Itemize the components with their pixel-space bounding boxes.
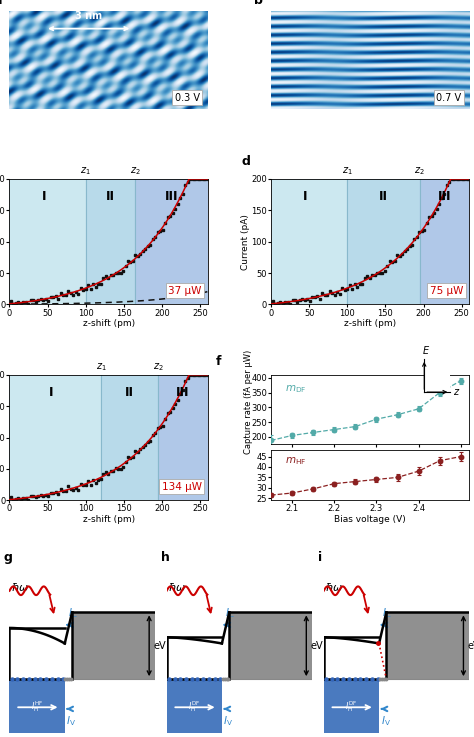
Text: III: III bbox=[176, 386, 190, 399]
Text: $I_{\mathrm{C}}$: $I_{\mathrm{C}}$ bbox=[68, 607, 78, 621]
FancyBboxPatch shape bbox=[9, 679, 65, 733]
Text: II: II bbox=[379, 190, 388, 203]
X-axis label: z-shift (pm): z-shift (pm) bbox=[82, 319, 135, 328]
Text: d: d bbox=[241, 155, 250, 168]
Y-axis label: Current (pA): Current (pA) bbox=[241, 214, 250, 270]
Text: $I_{\mathrm{V}}$: $I_{\mathrm{V}}$ bbox=[66, 714, 76, 728]
Text: $z_1$: $z_1$ bbox=[342, 165, 353, 177]
Text: I: I bbox=[303, 190, 308, 203]
Text: I: I bbox=[42, 190, 46, 203]
Bar bbox=[347, 179, 419, 304]
X-axis label: Bias voltage (V): Bias voltage (V) bbox=[334, 515, 406, 524]
Bar bbox=[419, 179, 469, 304]
Text: 3 nm: 3 nm bbox=[75, 11, 102, 21]
Text: $z_2$: $z_2$ bbox=[414, 165, 425, 177]
Text: $E$: $E$ bbox=[422, 343, 430, 356]
Text: III: III bbox=[164, 190, 178, 203]
X-axis label: z-shift (pm): z-shift (pm) bbox=[344, 319, 396, 328]
Bar bbox=[229, 612, 312, 679]
Text: Capture rate (fA per μW): Capture rate (fA per μW) bbox=[245, 349, 253, 454]
Bar bbox=[101, 375, 158, 500]
Text: $I_{\mathrm{H}}^{\mathrm{HF}}$: $I_{\mathrm{H}}^{\mathrm{HF}}$ bbox=[31, 699, 43, 713]
Text: $I_{\mathrm{C}}$: $I_{\mathrm{C}}$ bbox=[225, 607, 235, 621]
Bar bbox=[72, 612, 155, 679]
Bar bbox=[135, 179, 208, 304]
Bar bbox=[386, 612, 469, 679]
Text: $z_2$: $z_2$ bbox=[130, 165, 141, 177]
Text: $\hbar\omega$: $\hbar\omega$ bbox=[11, 581, 29, 593]
Text: $I_{\mathrm{V}}$: $I_{\mathrm{V}}$ bbox=[381, 714, 391, 728]
FancyBboxPatch shape bbox=[324, 679, 379, 733]
Text: 75 μW: 75 μW bbox=[430, 286, 463, 296]
Text: 134 μW: 134 μW bbox=[162, 481, 202, 492]
Text: 0.7 V: 0.7 V bbox=[436, 93, 461, 103]
Text: b: b bbox=[254, 0, 263, 7]
Text: $z$: $z$ bbox=[453, 388, 460, 397]
FancyBboxPatch shape bbox=[167, 679, 222, 733]
X-axis label: z-shift (pm): z-shift (pm) bbox=[82, 515, 135, 524]
Bar bbox=[86, 179, 135, 304]
Text: eV: eV bbox=[468, 640, 474, 651]
Text: $I_{\mathrm{H}}^{\mathrm{DF}}$: $I_{\mathrm{H}}^{\mathrm{DF}}$ bbox=[346, 699, 357, 713]
Bar bbox=[158, 375, 208, 500]
Text: f: f bbox=[216, 354, 221, 368]
Text: h: h bbox=[161, 551, 170, 564]
Text: a: a bbox=[0, 0, 1, 7]
Text: $I_{\mathrm{V}}$: $I_{\mathrm{V}}$ bbox=[223, 714, 233, 728]
Text: 37 μW: 37 μW bbox=[168, 286, 202, 296]
Text: II: II bbox=[125, 386, 134, 399]
Text: $m_{\mathrm{DF}}$: $m_{\mathrm{DF}}$ bbox=[285, 383, 306, 395]
Text: II: II bbox=[106, 190, 115, 203]
Text: $z_2$: $z_2$ bbox=[153, 361, 164, 373]
Text: eV: eV bbox=[310, 640, 323, 651]
Text: $z_1$: $z_1$ bbox=[96, 361, 106, 373]
Text: $m_{\mathrm{HF}}$: $m_{\mathrm{HF}}$ bbox=[285, 455, 306, 467]
Text: i: i bbox=[318, 551, 322, 564]
Text: $I_{\mathrm{H}}^{\mathrm{DF}}$: $I_{\mathrm{H}}^{\mathrm{DF}}$ bbox=[188, 699, 201, 713]
Text: I: I bbox=[48, 386, 53, 399]
Text: 0.3 V: 0.3 V bbox=[175, 93, 200, 103]
Text: $\hbar\omega$: $\hbar\omega$ bbox=[325, 581, 344, 593]
Text: $I_{\mathrm{C}}$: $I_{\mathrm{C}}$ bbox=[382, 607, 392, 621]
Text: III: III bbox=[438, 190, 451, 203]
Text: $z_1$: $z_1$ bbox=[80, 165, 91, 177]
Text: eV: eV bbox=[154, 640, 166, 651]
Text: $\hbar\omega$: $\hbar\omega$ bbox=[168, 581, 187, 593]
Text: g: g bbox=[4, 551, 12, 564]
